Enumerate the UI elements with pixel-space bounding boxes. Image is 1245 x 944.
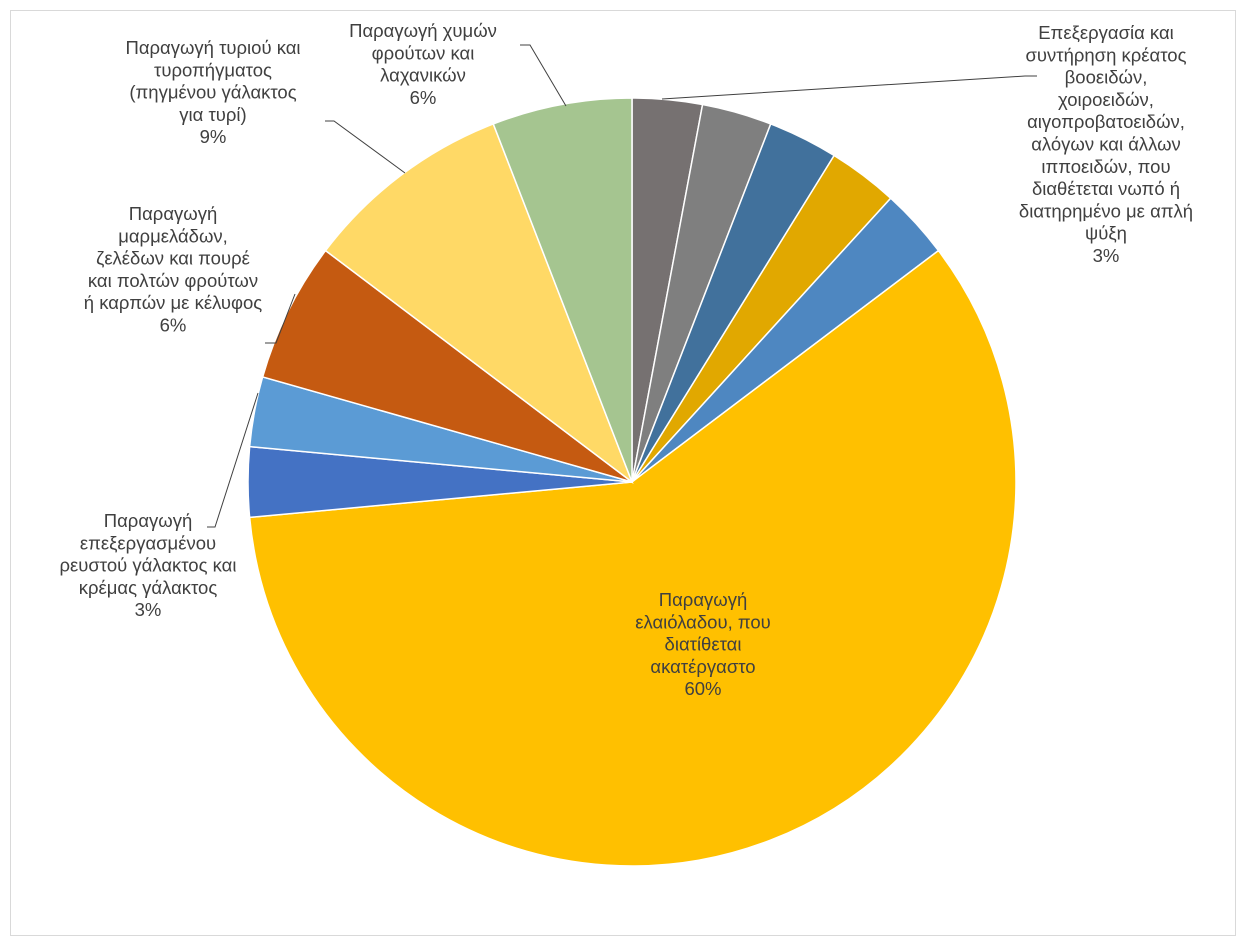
slice-label-line: ελαιόλαδου, που [635, 611, 771, 632]
slice-label-line: μαρμελάδων, [118, 225, 228, 246]
slice-label-6: Παραγωγή ελαιόλαδου, που διατίθεται ακατέργ… [635, 589, 771, 699]
slice-label-5: Επεξεργασία και συντήρηση κρέατος βοοειδών… [1019, 22, 1193, 266]
slice-label-line: διατηρημένο με απλή [1019, 200, 1193, 221]
slice-label-line: ιπποειδών, που [1041, 156, 1170, 177]
slice-label-line: για τυρί) [179, 104, 246, 125]
leader-line-8 [207, 392, 259, 528]
leader-line-5 [661, 75, 1037, 100]
slice-label-line: χοιροειδών, [1058, 89, 1154, 110]
slice-label-line: διατίθεται [665, 634, 742, 655]
slice-label-line: λαχανικών [380, 65, 466, 86]
slice-label-line: ή καρπών με κέλυφος [84, 292, 262, 313]
slice-label-line: Επεξεργασία και [1038, 22, 1174, 43]
slice-percent-label: 6% [160, 315, 187, 336]
slice-label-line: αλόγων και άλλων [1031, 134, 1181, 155]
slice-percent-label: 3% [135, 599, 162, 620]
slice-label-line: ζελέδων και πουρέ [96, 248, 250, 269]
slice-label-line: τυροπήγματος [154, 59, 272, 80]
slice-label-line: Παραγωγή [104, 510, 193, 531]
slice-label-line: (πηγμένου γάλακτος [129, 82, 296, 103]
slice-label-line: κρέμας γάλακτος [79, 577, 218, 598]
slice-percent-label: 3% [1093, 245, 1120, 266]
slice-label-line: ψύξη [1085, 223, 1127, 244]
slice-label-line: Παραγωγή χυμών [349, 20, 497, 41]
slice-label-line: διαθέτεται νωπό ή [1032, 178, 1180, 199]
pie-slice-11 [492, 97, 633, 483]
slice-label-line: φρούτων και [372, 42, 475, 63]
slice-label-11: Παραγωγή χυμών φρούτων και λαχανικών 6% [349, 20, 497, 108]
slice-percent-label: 9% [200, 126, 227, 147]
slice-label-line: Παραγωγή τυριού και [125, 37, 300, 58]
leader-lines [207, 44, 1037, 528]
slice-label-line: επεξεργασμένου [80, 532, 216, 553]
slice-label-line: ακατέργαστο [650, 656, 755, 677]
slice-label-line: ρευστού γάλακτος και [60, 555, 237, 576]
pie-slices [247, 97, 1017, 867]
slice-label-line: βοοειδών, [1065, 67, 1148, 88]
pie-slice-10 [324, 122, 634, 485]
slice-label-line: και πολτών φρούτων [88, 270, 258, 291]
slice-label-line: Παραγωγή [129, 203, 218, 224]
leader-line-11 [520, 44, 567, 107]
leader-line-9 [265, 293, 296, 344]
slice-label-line: αιγοπροβατοειδών, [1027, 111, 1185, 132]
slice-label-line: Παραγωγή [659, 589, 748, 610]
leader-line-10 [325, 120, 406, 174]
pie-slice-6 [248, 249, 1017, 867]
slice-percent-label: 60% [684, 678, 721, 699]
slice-label-line: συντήρηση κρέατος [1025, 44, 1186, 65]
slice-label-10: Παραγωγή τυριού και τυροπήγματος (πηγμένου… [125, 37, 300, 147]
slice-labels: Επεξεργασία και συντήρηση κρέατος βοοειδών… [60, 20, 1194, 699]
slice-label-8: Παραγωγή επεξεργασμένου ρευστού γάλακτος κ… [60, 510, 237, 620]
slice-label-9: Παραγωγή μαρμελάδων, ζελέδων και πουρέ και … [84, 203, 262, 336]
slice-percent-label: 6% [410, 87, 437, 108]
